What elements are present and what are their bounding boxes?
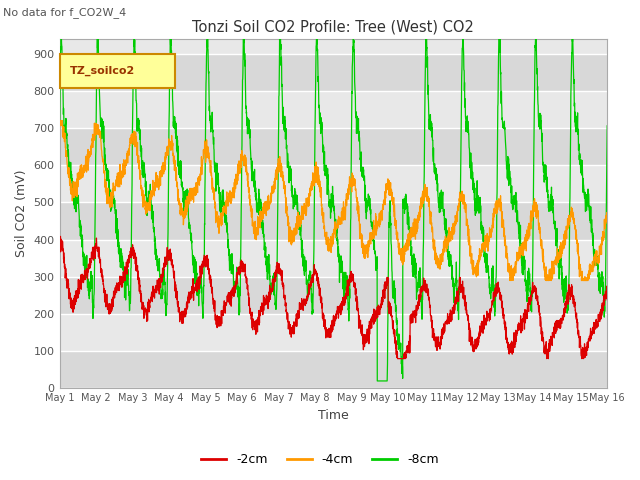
Text: No data for f_CO2W_4: No data for f_CO2W_4 (3, 7, 127, 18)
Bar (60, 240, 607, 277)
Bar (60, 91, 607, 128)
Bar (60, 128, 607, 165)
Y-axis label: Soil CO2 (mV): Soil CO2 (mV) (15, 170, 28, 257)
Text: TZ_soilco2: TZ_soilco2 (69, 66, 134, 76)
Bar (60, 314, 607, 351)
Bar (60, 277, 607, 314)
Legend: -2cm, -4cm, -8cm: -2cm, -4cm, -8cm (196, 448, 444, 471)
Bar (60, 203, 607, 240)
Bar (60, 351, 607, 388)
Bar (60, 165, 607, 203)
Bar (60, 54, 607, 91)
X-axis label: Time: Time (318, 409, 349, 422)
FancyBboxPatch shape (60, 54, 175, 88)
Title: Tonzi Soil CO2 Profile: Tree (West) CO2: Tonzi Soil CO2 Profile: Tree (West) CO2 (193, 20, 474, 35)
